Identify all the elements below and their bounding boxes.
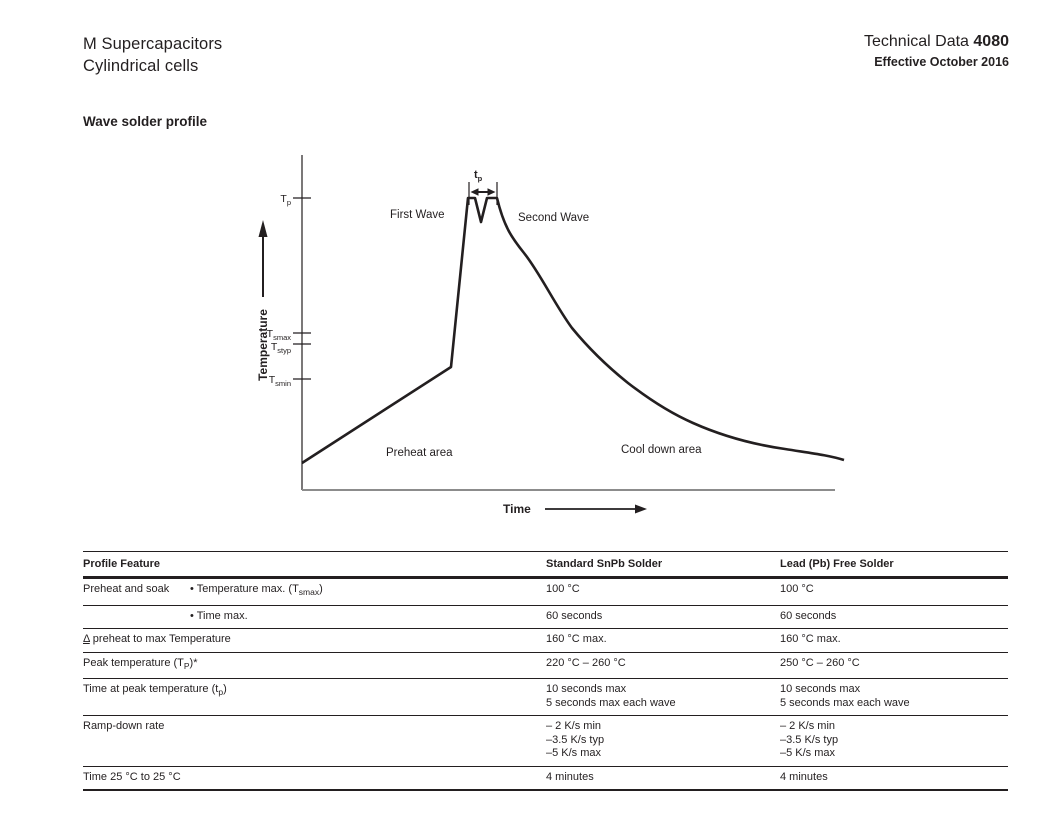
- first-wave-label: First Wave: [390, 209, 445, 221]
- doc-number: 4080: [973, 33, 1009, 50]
- doc-type-label: Technical Data: [864, 33, 969, 50]
- table-row: • Time max. 60 seconds 60 seconds: [83, 606, 1008, 630]
- document-number-line: Technical Data 4080: [864, 33, 1009, 51]
- tp-marker-ticks: [468, 182, 498, 205]
- table-row: Δ preheat to max Temperature 160 °C max. 1…: [83, 629, 1008, 653]
- snpb-cell: 160 °C max.: [546, 633, 607, 646]
- table-row: Time at peak temperature (tp) 10 seconds …: [83, 679, 1008, 717]
- tp-arrow-head-left: [470, 188, 479, 196]
- solder-profile-curve: [301, 196, 845, 465]
- feature-cell: Time 25 °C to 25 °C: [83, 770, 181, 783]
- x-axis-title: Time: [503, 502, 531, 516]
- feature-cell: Ramp-down rate: [83, 720, 165, 733]
- product-title-line2: Cylindrical cells: [83, 57, 199, 75]
- pbfree-cell: 4 minutes: [780, 770, 828, 783]
- tick-label-tp: Tp: [280, 193, 291, 207]
- col-header-pbfree: Lead (Pb) Free Solder: [780, 558, 894, 570]
- pbfree-cell: 250 °C – 260 °C: [780, 656, 860, 669]
- table-body: Preheat and soak • Temperature max. (Tsma…: [83, 579, 1008, 792]
- snpb-cell: 10 seconds max 5 seconds max each wave: [546, 683, 676, 709]
- section-heading: Wave solder profile: [83, 114, 208, 129]
- y-axis-ticks: [293, 197, 311, 380]
- pbfree-cell: 10 seconds max 5 seconds max each wave: [780, 683, 910, 709]
- temperature-arrow-head: [258, 220, 268, 237]
- feature-cell: Peak temperature (TP)*: [83, 656, 198, 671]
- feature-cell: Preheat and soak • Temperature max. (Tsma…: [83, 583, 323, 598]
- table-row: Ramp-down rate – 2 K/s min –3.5 K/s typ –5 …: [83, 716, 1008, 767]
- pbfree-cell: 160 °C max.: [780, 633, 841, 646]
- pbfree-cell: – 2 K/s min –3.5 K/s typ –5 K/s max: [780, 720, 839, 760]
- snpb-cell: 60 seconds: [546, 609, 603, 622]
- col-header-profile-feature: Profile Feature: [83, 558, 161, 570]
- solder-profile-table: Profile Feature Standard SnPb Solder Lea…: [83, 551, 1008, 792]
- tick-label-tsmin: Tsmin: [269, 374, 291, 388]
- tick-label-tstyp: Tstyp: [271, 341, 291, 355]
- feature-cell: • Time max.: [190, 609, 248, 622]
- pbfree-cell: 60 seconds: [780, 609, 837, 622]
- wave-solder-profile-diagram: Tp Tsmax Tstyp Tsmin Temperature tp Firs…: [256, 155, 845, 516]
- second-wave-label: Second Wave: [518, 212, 589, 224]
- product-title-line1: M Supercapacitors: [83, 35, 223, 53]
- snpb-cell: 100 °C: [546, 583, 580, 595]
- tick-label-tsmax: Tsmax: [267, 328, 292, 342]
- col-header-snpb: Standard SnPb Solder: [546, 558, 663, 570]
- effective-date: Effective October 2016: [874, 55, 1009, 69]
- snpb-cell: – 2 K/s min –3.5 K/s typ –5 K/s max: [546, 720, 605, 760]
- tp-arrow-head-right: [487, 188, 496, 196]
- product-title: M Supercapacitors Cylindrical cells: [83, 33, 222, 77]
- feature-cell: Time at peak temperature (tp): [83, 683, 227, 698]
- pbfree-cell: 100 °C: [780, 583, 814, 595]
- table-row: Preheat and soak • Temperature max. (Tsma…: [83, 579, 1008, 606]
- snpb-cell: 4 minutes: [546, 770, 594, 783]
- y-axis-title: Temperature: [256, 309, 270, 381]
- time-arrow-head: [635, 504, 647, 514]
- table-header-row: Profile Feature Standard SnPb Solder Lea…: [83, 551, 1008, 579]
- tp-marker-label: tp: [474, 169, 483, 183]
- table-row: Peak temperature (TP)* 220 °C – 260 °C 250…: [83, 653, 1008, 680]
- feature-cell: Δ preheat to max Temperature: [83, 633, 231, 646]
- cool-down-area-label: Cool down area: [621, 444, 702, 456]
- preheat-area-label: Preheat area: [386, 447, 453, 459]
- snpb-cell: 220 °C – 260 °C: [546, 656, 626, 669]
- document-info: Technical Data 4080 Effective October 20…: [864, 33, 1009, 69]
- table-row: Time 25 °C to 25 °C 4 minutes 4 minutes: [83, 767, 1008, 792]
